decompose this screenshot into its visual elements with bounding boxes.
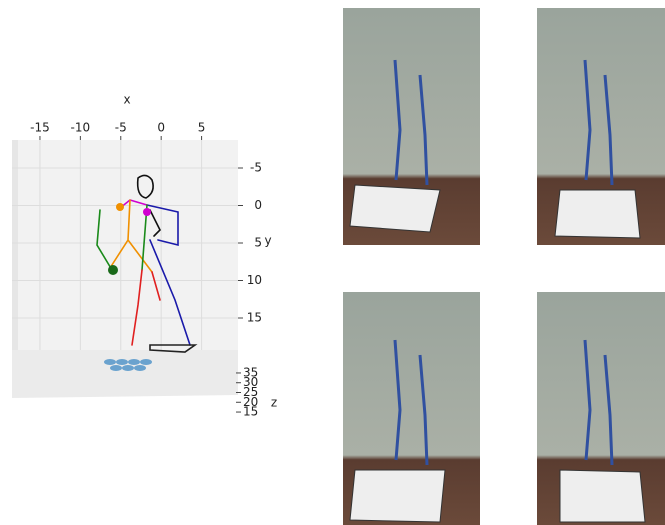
- z-tick-label: 35: [243, 365, 258, 379]
- plot-3d: x y z: [12, 93, 277, 410]
- x-tick-label: 0: [157, 121, 165, 135]
- x-tick-label: -15: [30, 121, 50, 135]
- floor-pane: [12, 350, 238, 398]
- photos: [343, 8, 665, 525]
- y-tick-label: 15: [247, 311, 262, 325]
- y-tick-label: -5: [250, 161, 262, 175]
- y-tick-label: 0: [254, 198, 262, 212]
- y-tick-label: 10: [247, 273, 262, 287]
- x-tick-label: 5: [198, 121, 206, 135]
- z-axis-label: z: [271, 396, 277, 410]
- y-axis-label: y: [264, 234, 271, 248]
- x-axis-label: x: [123, 93, 130, 107]
- x-tick-label: -10: [71, 121, 91, 135]
- y-tick-label: 5: [254, 236, 262, 250]
- x-tick-label: -5: [115, 121, 127, 135]
- figure: x y z -15-10-505-50510151520253035: [0, 0, 665, 525]
